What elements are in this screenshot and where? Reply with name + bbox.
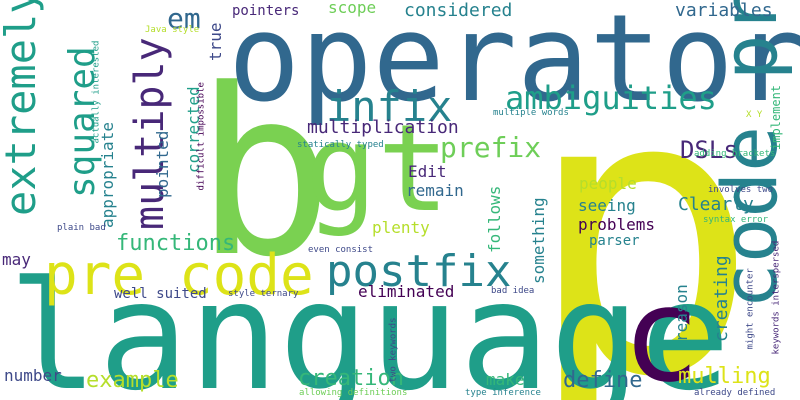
word-eliminated: eliminated (358, 282, 455, 301)
word-keywords-interspersed: keywords interspersed (771, 240, 782, 355)
word-already-defined: already defined (694, 388, 776, 398)
word-clearly: Clearly (678, 194, 754, 215)
word-style-ternary: style ternary (228, 289, 299, 299)
word-something: something (529, 197, 548, 284)
word-multiple-words: multiple words (493, 108, 569, 118)
word-language: language (8, 250, 731, 400)
word-postfix: postfix (326, 246, 512, 297)
word-multiplication: multiplication (307, 117, 459, 138)
word-adding-brackets: adding brackets (694, 149, 776, 159)
word-plenty: plenty (372, 218, 430, 237)
word-mulling: mulling (678, 364, 771, 389)
word-difficult-impossible: difficult impossible (196, 82, 207, 191)
word-seeing: seeing (578, 196, 636, 215)
word-number: number (4, 366, 62, 385)
word-remain: remain (406, 181, 464, 200)
word-pointers: pointers (232, 3, 300, 19)
word-em: em (167, 2, 201, 35)
word-follows: follows (485, 185, 504, 253)
word-true: true (206, 22, 225, 61)
word-parser: parser (589, 233, 640, 249)
word-functions: functions (116, 231, 236, 256)
word-java-style: Java style (145, 25, 200, 35)
word-bad-idea: bad idea (491, 286, 535, 296)
word-problems: problems (578, 215, 656, 234)
word-infix: infix (326, 82, 453, 131)
word-two-keywords: two keywords (388, 317, 399, 383)
word-involves-two: involves two (708, 185, 774, 195)
word-x-y: X Y (746, 110, 763, 120)
word-pre-code: pre code (44, 243, 314, 308)
word-extremely: extremely (0, 0, 45, 216)
word-edit: Edit (408, 162, 447, 181)
word-type-inference: type inference (465, 388, 541, 398)
word-appropriate: appropriate (98, 122, 117, 228)
word-might-encounter: might encounter (745, 268, 756, 350)
word-creation: creation (298, 366, 404, 391)
word-variables: variables (675, 0, 773, 21)
word-p: p (525, 8, 760, 400)
word-make: make (486, 370, 525, 389)
word-may: may (2, 250, 31, 269)
word-prefix: prefix (440, 131, 542, 164)
word-plain-bad: plain bad (57, 223, 106, 233)
word-dsls: DSLs (680, 136, 738, 164)
word-well-suited: well suited (114, 286, 207, 302)
word-creating: creating (711, 255, 732, 342)
word-example: example (86, 368, 179, 393)
word-gt: gt (305, 100, 450, 239)
word-people: people (579, 174, 637, 193)
word-statically-typed: statically typed (297, 140, 384, 150)
word-operator: operator (228, 0, 800, 129)
word-b: b (195, 41, 334, 308)
word-even-consist: even consist (308, 245, 374, 255)
word-scope: scope (328, 0, 377, 17)
word-considered: considered (404, 0, 513, 21)
word-ambiguities: ambiguities (505, 79, 717, 117)
word-reason: reason (672, 284, 691, 342)
word-pointed: pointed (153, 130, 172, 198)
word-allowing-definitions: allowing definitions (299, 388, 408, 398)
word-c: c (622, 259, 701, 400)
word-syntax-error: syntax error (703, 215, 769, 225)
word-actually-interested: actually interested (91, 40, 102, 144)
word-implement: implement (769, 84, 783, 150)
word-define: define (563, 368, 643, 393)
